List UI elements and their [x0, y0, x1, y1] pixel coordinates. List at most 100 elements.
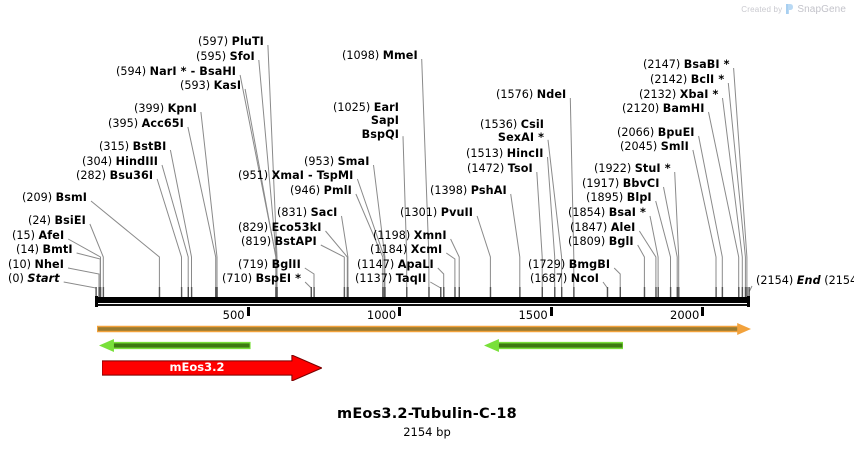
enzyme-site-label[interactable]: (1576) NdeI	[496, 88, 566, 101]
enzyme-site-label[interactable]: (831) SacI	[277, 206, 337, 219]
enzyme-site-label[interactable]: (2120) BamHI	[622, 102, 705, 115]
enzyme-site-label[interactable]: (304) HindIII	[82, 155, 158, 168]
enzyme-site-label[interactable]: (819) BstAPI	[241, 235, 317, 248]
enzyme-site-label[interactable]: (10) NheI	[8, 258, 64, 271]
enzyme-site-label[interactable]: (282) Bsu36I	[76, 169, 153, 182]
enzyme-site-label[interactable]: (1809) BglI	[568, 235, 634, 248]
enzyme-site-line: (2045) SmlI	[620, 140, 689, 153]
enzyme-site-label[interactable]: (1895) BlpI	[586, 191, 652, 204]
enzyme-site-label[interactable]: (1847) AleI	[570, 221, 635, 234]
enzyme-site-label[interactable]: (1472) TsoI	[467, 162, 533, 175]
enzyme-site-label[interactable]: (1854) BsaI *	[568, 206, 646, 219]
enzyme-site-label[interactable]: (951) XmaI - TspMI	[238, 169, 353, 182]
enzyme-site-label[interactable]: (1147) ApaLI	[357, 258, 434, 271]
enzyme-site-name: BstBI	[132, 140, 167, 153]
site-tick	[669, 287, 672, 297]
leader-line	[674, 171, 680, 297]
enzyme-site-label[interactable]: (1137) TaqII	[355, 272, 426, 285]
leader-line	[663, 186, 678, 297]
leader-line	[325, 230, 348, 297]
enzyme-site-label[interactable]: (24) BsiEI	[28, 214, 86, 227]
enzyme-site-label[interactable]: (1098) MmeI	[342, 49, 418, 62]
ruler-tick-label: 1500	[518, 308, 548, 322]
enzyme-site-line: (2066) BpuEI	[617, 126, 695, 139]
green-feature-arrow-left-1[interactable]	[99, 339, 251, 352]
enzyme-site-label[interactable]: (2147) BsaBI *	[643, 58, 730, 71]
enzyme-site-line: (597) PluTI	[198, 35, 264, 48]
enzyme-site-label[interactable]: (15) AfeI	[12, 229, 64, 242]
leader-line	[698, 135, 723, 297]
enzyme-site-label[interactable]: (1687) NcoI	[530, 272, 599, 285]
enzyme-site-line: (1513) HincII	[466, 147, 544, 160]
site-tick	[741, 287, 744, 297]
site-tick	[382, 287, 384, 297]
enzyme-site-position: (1398)	[430, 184, 471, 197]
enzyme-site-label[interactable]: (209) BsmI	[22, 191, 87, 204]
enzyme-site-label[interactable]: (315) BstBI	[99, 140, 166, 153]
enzyme-site-name: SacI	[310, 206, 338, 219]
enzyme-site-name: PluTI	[231, 35, 264, 48]
enzyme-site-label[interactable]: (594) NarI * - BsaHI	[116, 65, 236, 78]
enzyme-site-line: (395) Acc65I	[108, 117, 184, 130]
enzyme-site-label[interactable]: (14) BmtI	[16, 243, 73, 256]
leader-line	[187, 126, 217, 297]
enzyme-site-name: BamHI	[662, 102, 705, 115]
site-tick	[276, 287, 278, 297]
enzyme-site-line: (14) BmtI	[16, 243, 73, 256]
leader-line	[476, 215, 491, 297]
enzyme-site-position: (1854)	[568, 206, 609, 219]
enzyme-site-label[interactable]: (710) BspEI *	[222, 272, 301, 285]
enzyme-site-position: (951)	[238, 169, 272, 182]
leader-line	[722, 97, 743, 297]
meos-feature-arrow[interactable]: mEos3.2	[102, 355, 322, 381]
enzyme-site-label[interactable]: (593) KasI	[180, 79, 241, 92]
enzyme-site-label[interactable]: (1025) EarI SapI BspQI	[333, 101, 399, 141]
enzyme-site-label[interactable]: (1536) CsiI SexAI *	[480, 118, 544, 145]
orange-direction-arrow[interactable]	[97, 323, 751, 335]
enzyme-site-label[interactable]: (719) BglII	[238, 258, 301, 271]
leader-line	[547, 139, 563, 297]
leader-line	[547, 156, 556, 297]
enzyme-site-label[interactable]: (2132) XbaI *	[639, 88, 718, 101]
enzyme-site-label[interactable]: (597) PluTI	[198, 35, 264, 48]
ruler-tick	[398, 307, 402, 316]
enzyme-site-label[interactable]: (2045) SmlI	[620, 140, 689, 153]
enzyme-site-label[interactable]: (1922) StuI *	[594, 162, 671, 175]
enzyme-site-line: SapI	[333, 114, 399, 127]
enzyme-site-label[interactable]: (829) Eco53kI	[238, 221, 321, 234]
enzyme-site-label[interactable]: (2142) BclI *	[650, 73, 724, 86]
enzyme-site-label[interactable]: (1729) BmgBI	[528, 258, 610, 271]
green-feature-arrow-left-2[interactable]	[484, 339, 624, 352]
enzyme-site-label[interactable]: (1301) PvuII	[400, 206, 473, 219]
site-tick	[619, 287, 621, 297]
leader-line	[638, 230, 657, 297]
enzyme-site-label[interactable]: (1917) BbvCI	[582, 177, 659, 190]
enzyme-site-line: (2142) BclI *	[650, 73, 724, 86]
enzyme-site-label[interactable]: (395) Acc65I	[108, 117, 184, 130]
sequence-length: 2154 bp	[403, 425, 451, 439]
enzyme-site-label[interactable]: (953) SmaI	[304, 155, 369, 168]
leader-line	[602, 281, 608, 297]
enzyme-site-line: (10) NheI	[8, 258, 64, 271]
site-tick	[606, 287, 609, 297]
enzyme-site-name: NdeI	[536, 88, 567, 101]
enzyme-site-label[interactable]: (2066) BpuEI	[617, 126, 695, 139]
leader-line	[536, 171, 543, 297]
enzyme-site-name: Acc65I	[141, 117, 184, 130]
enzyme-site-name: BsmI	[55, 191, 88, 204]
leader-line	[89, 223, 104, 297]
enzyme-site-label[interactable]: (595) SfoI	[196, 50, 255, 63]
site-tick	[158, 287, 161, 297]
enzyme-site-label[interactable]: (1398) PshAI	[430, 184, 507, 197]
ruler-tick-label: 1000	[366, 308, 397, 322]
enzyme-site-label[interactable]: (1513) HincII	[466, 147, 544, 160]
enzyme-site-label[interactable]: (399) KpnI	[134, 102, 197, 115]
enzyme-site-label[interactable]: (1184) XcmI	[370, 243, 442, 256]
enzyme-site-label[interactable]: (1198) XmnI	[373, 229, 447, 242]
enzyme-site-line: (946) PmlI	[290, 184, 352, 197]
enzyme-site-name: PvuII	[440, 206, 474, 219]
enzyme-site-label[interactable]: (0) Start	[8, 272, 60, 285]
enzyme-site-label[interactable]: (2154) End (2154)	[756, 274, 854, 287]
enzyme-site-label[interactable]: (946) PmlI	[290, 184, 352, 197]
enzyme-site-position: (399)	[134, 102, 168, 115]
